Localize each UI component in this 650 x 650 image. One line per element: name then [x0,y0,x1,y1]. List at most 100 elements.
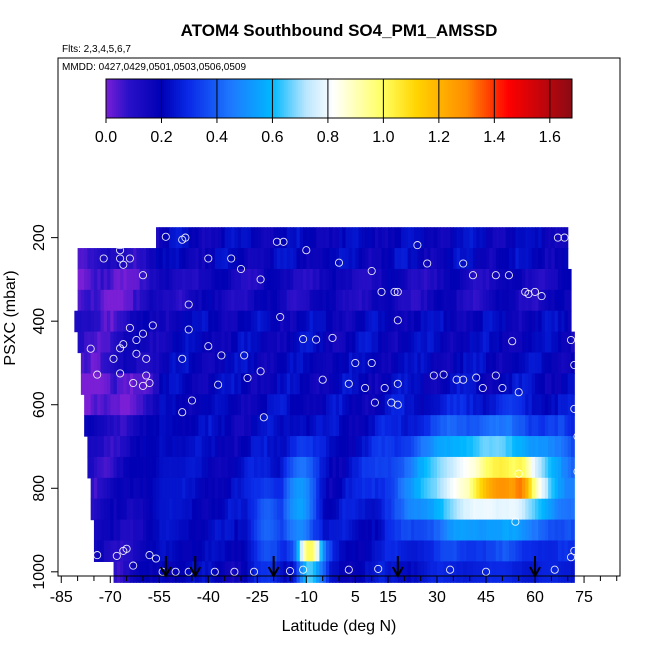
heatmap-cell [381,436,386,458]
heatmap-cell [554,268,559,291]
heatmap-cell [453,394,458,416]
heatmap-cell [476,415,481,437]
heatmap-cell [149,436,154,458]
heatmap-cell [515,373,520,395]
heatmap-cell [257,436,262,458]
heatmap-cell [136,415,141,437]
heatmap-cell [329,248,334,270]
heatmap-cell [113,456,118,479]
heatmap-cell [260,331,265,354]
heatmap-cell [84,310,89,333]
heatmap-cell [100,394,105,416]
heatmap-cell [525,248,530,270]
heatmap-cell [214,456,219,479]
heatmap-cell [273,352,278,374]
heatmap-cell [394,456,399,479]
heatmap-cell [139,310,144,333]
heatmap-cell [430,436,435,458]
heatmap-cell [476,310,481,333]
heatmap-cell [521,498,526,521]
heatmap-cell [561,540,566,562]
heatmap-cell [159,456,164,479]
y-tick-label: 800 [31,475,48,502]
heatmap-cell [198,477,203,500]
heatmap-cell [195,248,200,270]
heatmap-cell [361,477,366,500]
heatmap-cell [296,331,301,354]
heatmap-cell [303,415,307,437]
heatmap-cell [332,456,337,479]
observation-point [142,371,151,380]
heatmap-cell [159,227,164,249]
heatmap-cell [348,268,353,291]
heatmap-cell [208,456,213,479]
heatmap-cell [162,519,167,542]
heatmap-cell [208,540,213,562]
colorbar-segment [358,79,361,118]
heatmap-cell [260,394,265,416]
heatmap-cell [205,519,209,542]
heatmap-cell [384,477,389,500]
heatmap-cell [263,394,268,416]
heatmap-cell [521,352,526,374]
heatmap-cell [224,477,229,500]
heatmap-cell [489,540,494,562]
heatmap-cell [306,268,311,291]
heatmap-cell [394,310,399,333]
heatmap-cell [437,519,441,542]
heatmap-cell [214,498,219,521]
heatmap-cell [182,373,187,395]
observation-point [367,266,376,276]
heatmap-cell [401,352,405,374]
heatmap-cell [227,498,232,521]
heatmap-cell [178,352,183,374]
colorbar-segment [254,79,257,118]
heatmap-cell [234,352,239,374]
heatmap-cell [123,331,128,354]
heatmap-cell [332,227,337,249]
heatmap-cell [404,540,409,562]
heatmap-cell [303,268,307,291]
heatmap-cell [149,310,154,333]
heatmap-cell [397,519,402,542]
heatmap-cell [384,415,389,437]
heatmap-cell [263,540,268,562]
heatmap-cell [538,248,543,270]
heatmap-cell [263,373,268,395]
heatmap-cell [120,310,124,333]
observation-point [125,238,134,247]
heatmap-cell [482,519,487,542]
heatmap-cell [557,227,562,249]
heatmap-cell [505,331,510,354]
colorbar-segment [468,79,471,118]
heatmap-cell [296,519,301,542]
heatmap-cell [97,477,102,500]
heatmap-cell [276,477,281,500]
heatmap-cell [518,331,523,354]
heatmap-cell [218,248,222,270]
heatmap-cell [191,394,196,416]
heatmap-cell [139,331,144,354]
heatmap-cell [247,540,252,562]
heatmap-cell [512,436,517,458]
heatmap-cell [224,540,229,562]
heatmap-cell [260,289,265,312]
heatmap-cell [489,268,494,291]
heatmap-cell [427,436,432,458]
heatmap-cell [378,373,383,395]
colorbar-segment [116,79,119,118]
heatmap-cell [286,540,291,562]
heatmap-cell [152,519,157,542]
heatmap-cell [459,519,464,542]
heatmap-cell [185,310,190,333]
heatmap-cell [191,248,196,270]
heatmap-cell [185,268,190,291]
heatmap-cell [355,268,360,291]
heatmap-cell [188,415,193,437]
heatmap-cell [521,373,526,395]
heatmap-cell [531,227,536,249]
heatmap-cell [466,456,471,479]
heatmap-cell [489,227,494,249]
heatmap-cell [247,415,252,437]
heatmap-cell [152,498,157,521]
